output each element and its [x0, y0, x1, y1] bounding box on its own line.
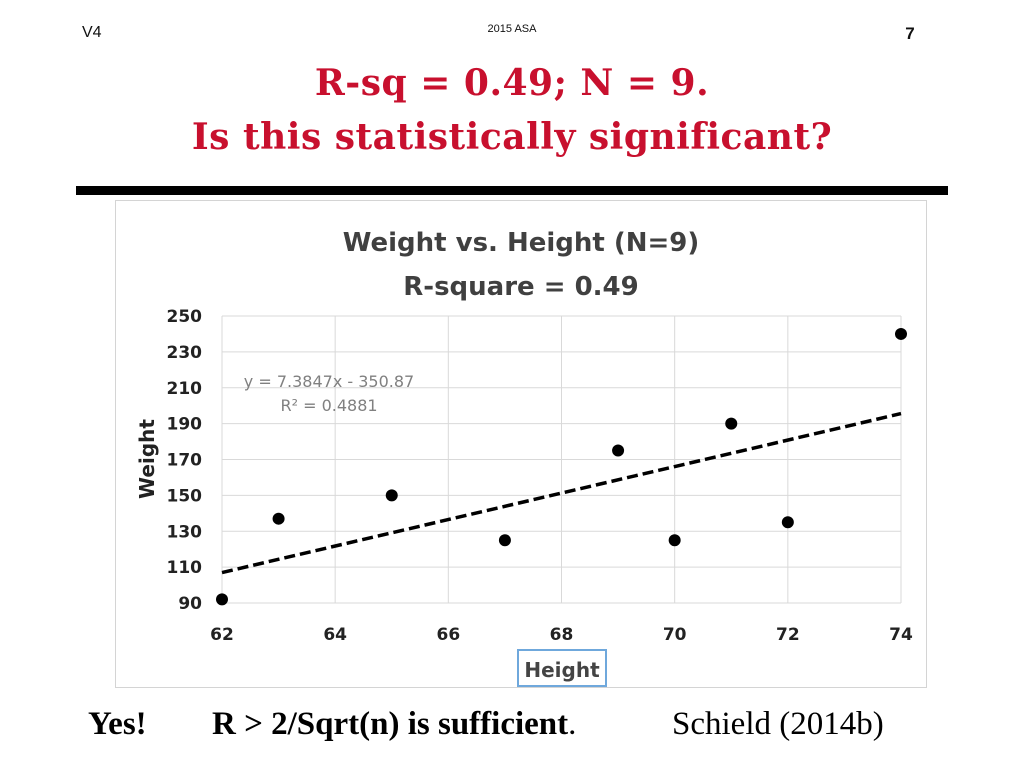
- slide-title-line1: R-sq = 0.49; N = 9.: [314, 62, 710, 104]
- slide-footer: Yes! R > 2/Sqrt(n) is sufficient. Schiel…: [0, 706, 1024, 746]
- data-points: [216, 327, 907, 606]
- y-tick-label: 250: [167, 307, 203, 327]
- x-tick-label: 74: [889, 625, 913, 645]
- y-tick-label: 210: [167, 379, 203, 399]
- trendline: [221, 411, 902, 575]
- data-point: [781, 516, 794, 529]
- y-tick-label: 150: [167, 486, 203, 506]
- rule-statement: R > 2/Sqrt(n) is sufficient: [212, 706, 569, 742]
- rule-text: R > 2/Sqrt(n) is sufficient.: [212, 706, 576, 743]
- x-axis-label-box: [517, 649, 607, 687]
- chart-grid: [221, 315, 902, 604]
- y-tick-label: 170: [167, 451, 203, 471]
- data-point: [216, 593, 228, 606]
- title-divider: [76, 186, 948, 195]
- version-label: V4: [82, 24, 102, 41]
- x-tick-label: 70: [663, 625, 687, 645]
- x-tick-label: 64: [323, 625, 347, 645]
- x-tick-label: 66: [436, 625, 460, 645]
- chart-svg: Weight vs. Height (N=9) R-square = 0.49 …: [135, 228, 913, 687]
- data-point: [498, 534, 511, 547]
- data-point: [612, 444, 625, 457]
- x-tick-label: 72: [776, 625, 800, 645]
- y-tick-label: 90: [178, 594, 202, 614]
- y-tick-label: 130: [167, 522, 203, 542]
- y-tick-label: 190: [167, 415, 203, 435]
- data-point: [272, 512, 285, 525]
- data-point: [725, 417, 738, 430]
- rule-period: .: [568, 706, 577, 742]
- x-tick-label: 62: [210, 625, 234, 645]
- citation-text: Schield (2014b): [672, 706, 884, 742]
- data-point: [385, 489, 398, 502]
- slide-title-line2: Is this statistically significant?: [191, 116, 833, 158]
- x-tick-label: 68: [550, 625, 574, 645]
- data-point: [895, 327, 907, 340]
- data-point: [668, 534, 681, 547]
- x-axis-label: Height: [524, 658, 600, 682]
- scatter-chart: Weight vs. Height (N=9) R-square = 0.49 …: [115, 200, 927, 688]
- y-axis-ticks: 90 110 130 150 170 190 210 230 250: [167, 307, 203, 614]
- y-axis-label: Weight: [135, 419, 159, 499]
- r-squared-label: R² = 0.4881: [280, 396, 377, 415]
- y-tick-label: 110: [167, 558, 203, 578]
- page-number: 7: [905, 24, 915, 43]
- answer-text: Yes!: [88, 706, 147, 742]
- chart-subtitle: R-square = 0.49: [403, 272, 638, 302]
- x-axis-ticks: 62 64 66 68 70 72 74: [210, 625, 913, 645]
- source-label: 2015 ASA: [487, 23, 537, 35]
- y-tick-label: 230: [167, 343, 203, 363]
- chart-title: Weight vs. Height (N=9): [343, 228, 700, 258]
- trendline-equation: y = 7.3847x - 350.87: [244, 372, 414, 391]
